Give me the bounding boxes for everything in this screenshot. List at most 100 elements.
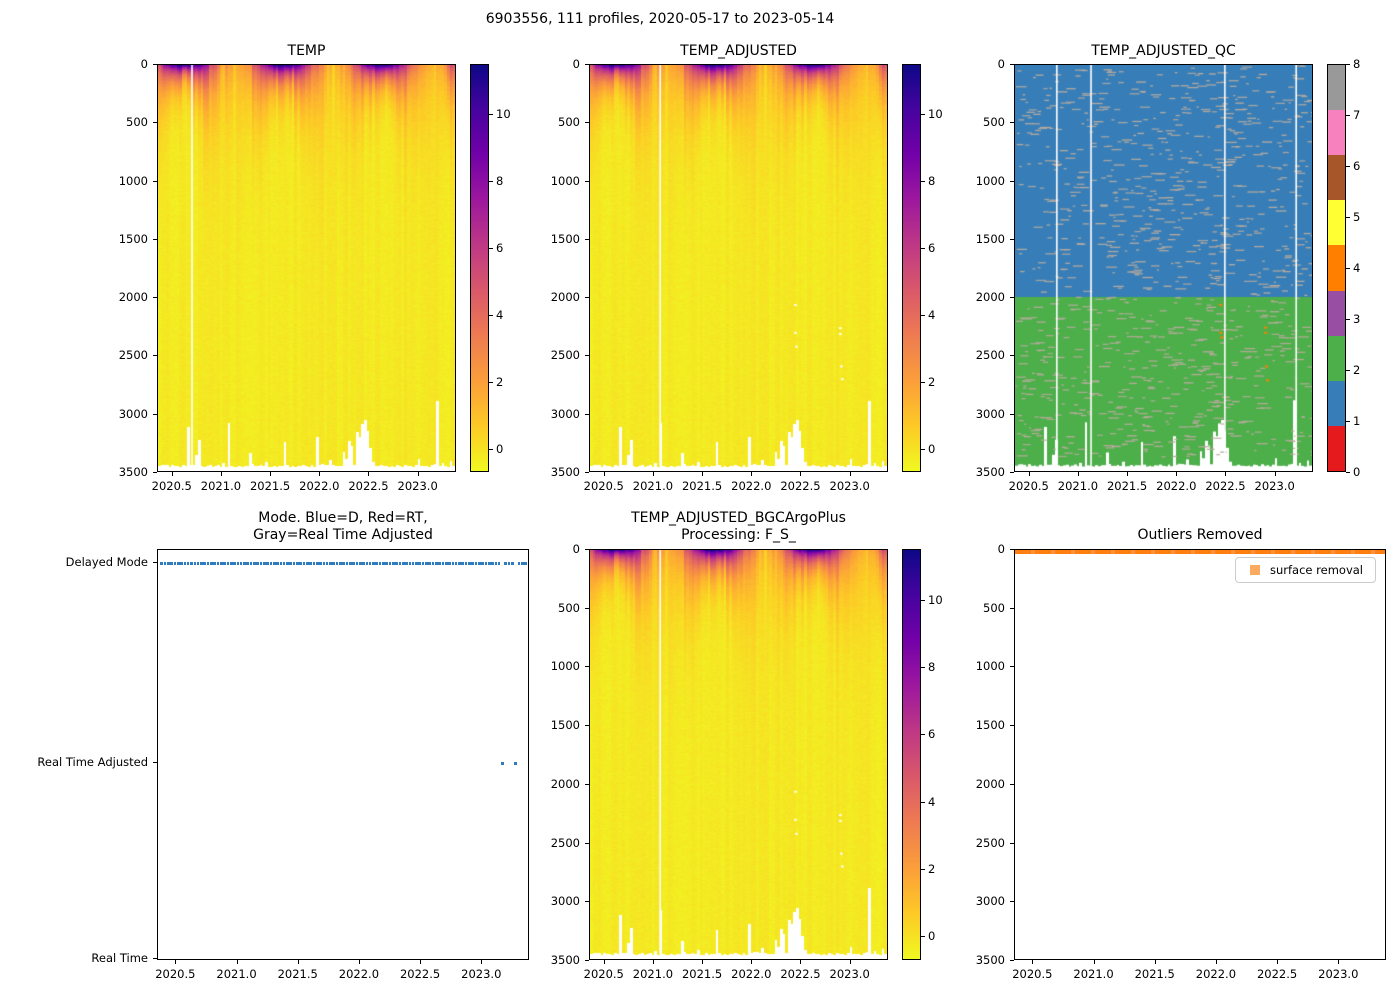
tick-mark [1154, 960, 1156, 964]
tick-mark [1010, 549, 1014, 550]
colorbar-tick-label: 7 [1353, 108, 1361, 122]
colorbar-tick-label: 6 [1353, 159, 1361, 173]
delayed-mode-dot [358, 562, 362, 565]
x-tick-label: 2021.5 [1134, 967, 1175, 981]
tick-mark [1215, 960, 1217, 964]
colorbar-bgcargoplus [902, 549, 921, 960]
delayed-mode-dot [385, 562, 388, 565]
colorbar-tick-label: 8 [496, 174, 504, 189]
y-tick-label: 2000 [975, 290, 1005, 305]
bgcargoplus-heatmap [589, 549, 888, 960]
delayed-mode-dot [484, 562, 488, 565]
legend: surface removal [1235, 557, 1376, 583]
colorbar-tick-label: 8 [928, 659, 936, 674]
delayed-mode-dot [392, 562, 395, 565]
title-temp-adjusted: TEMP_ADJUSTED [680, 43, 797, 59]
delayed-mode-dot [362, 562, 365, 565]
tick-mark [153, 413, 157, 415]
qc-colorbar-segment [1328, 155, 1345, 201]
qc-colorbar-segment [1328, 290, 1345, 336]
temp-adjusted-heatmap [589, 64, 888, 472]
mode-scatter-plot [157, 549, 529, 960]
tick-mark [585, 666, 589, 668]
delayed-mode-dot [372, 562, 375, 565]
figure-title: 6903556, 111 profiles, 2020-05-17 to 202… [485, 11, 835, 27]
delayed-mode-dot [219, 562, 223, 565]
tick-mark [358, 960, 360, 964]
x-tick-label: 2021.0 [632, 479, 674, 493]
tick-mark [921, 114, 925, 116]
delayed-mode-dot [335, 562, 339, 565]
colorbar-tick-label: 4 [1353, 261, 1361, 275]
qc-colorbar-segment [1328, 200, 1345, 246]
delayed-mode-dot [521, 562, 524, 565]
x-tick-label: 2022.5 [1205, 479, 1246, 493]
colorbar-tick-label: 10 [496, 107, 511, 122]
tick-mark [489, 314, 493, 316]
y-tick-label: 0 [572, 542, 580, 556]
tick-mark [153, 180, 157, 182]
y-tick-label: 1000 [975, 173, 1005, 188]
delayed-mode-dot [170, 562, 173, 565]
y-tick-label: 1500 [118, 231, 148, 246]
delayed-mode-dot [322, 562, 326, 565]
x-tick-label: 2021.5 [1106, 479, 1148, 493]
delayed-mode-dot [435, 562, 438, 565]
tick-mark [153, 958, 157, 959]
y-tick-label: 2000 [975, 776, 1005, 791]
tick-mark [585, 901, 589, 903]
tick-mark [1277, 960, 1279, 964]
y-tick-label: 0 [997, 57, 1005, 71]
tick-mark [921, 247, 925, 249]
x-tick-label: 2020.5 [151, 479, 192, 493]
delayed-mode-dot [398, 562, 402, 565]
colorbar-tick-label: 3 [1353, 312, 1361, 326]
y-tick-label: 2500 [975, 835, 1005, 850]
y-tick-label: 2000 [550, 290, 580, 305]
delayed-mode-dot [468, 562, 471, 565]
delayed-mode-dot [461, 562, 465, 565]
delayed-mode-dot [342, 562, 345, 565]
x-tick-label: 2022.0 [731, 967, 772, 981]
colorbar-tick-label: 10 [928, 107, 943, 122]
delayed-mode-dot [282, 562, 286, 565]
tick-mark [171, 472, 173, 476]
delayed-mode-dot [226, 562, 230, 565]
tick-mark [849, 472, 851, 476]
tick-mark [921, 936, 925, 938]
delayed-mode-dot [193, 562, 197, 565]
delayed-mode-dot [200, 562, 203, 565]
tick-mark [849, 960, 851, 964]
delayed-mode-dot [368, 562, 372, 565]
colorbar-qc [1327, 64, 1346, 472]
delayed-mode-dot [213, 562, 216, 565]
tick-mark [297, 960, 299, 964]
tick-mark [319, 472, 321, 476]
tick-mark [1338, 960, 1340, 964]
tick-mark [1346, 472, 1350, 473]
y-tick-label: 3500 [550, 465, 580, 479]
x-tick-label: 2023.0 [461, 967, 502, 981]
y-tick-label: 2500 [118, 348, 148, 363]
tick-mark [585, 549, 589, 550]
delayed-mode-dot [216, 562, 220, 565]
tick-mark [1274, 472, 1276, 476]
delayed-mode-dot [339, 562, 342, 565]
delayed-mode-dot [309, 562, 312, 565]
tick-mark [800, 960, 802, 964]
delayed-mode-dot [302, 562, 306, 565]
tick-mark [175, 960, 177, 964]
delayed-mode-dot [408, 562, 412, 565]
delayed-mode-dot [388, 562, 392, 565]
tick-mark [1093, 960, 1095, 964]
x-tick-label: 2021.0 [1057, 479, 1099, 493]
colorbar-tick-label: 2 [496, 374, 504, 389]
tick-mark [153, 472, 157, 473]
y-tick-label: 3000 [550, 406, 580, 421]
colorbar-tick-label: 2 [928, 374, 936, 389]
delayed-mode-dot [286, 562, 289, 565]
title-temp: TEMP [287, 43, 326, 59]
tick-mark [921, 734, 925, 736]
x-tick-label: 2021.0 [632, 967, 674, 981]
delayed-mode-dot [464, 562, 468, 565]
